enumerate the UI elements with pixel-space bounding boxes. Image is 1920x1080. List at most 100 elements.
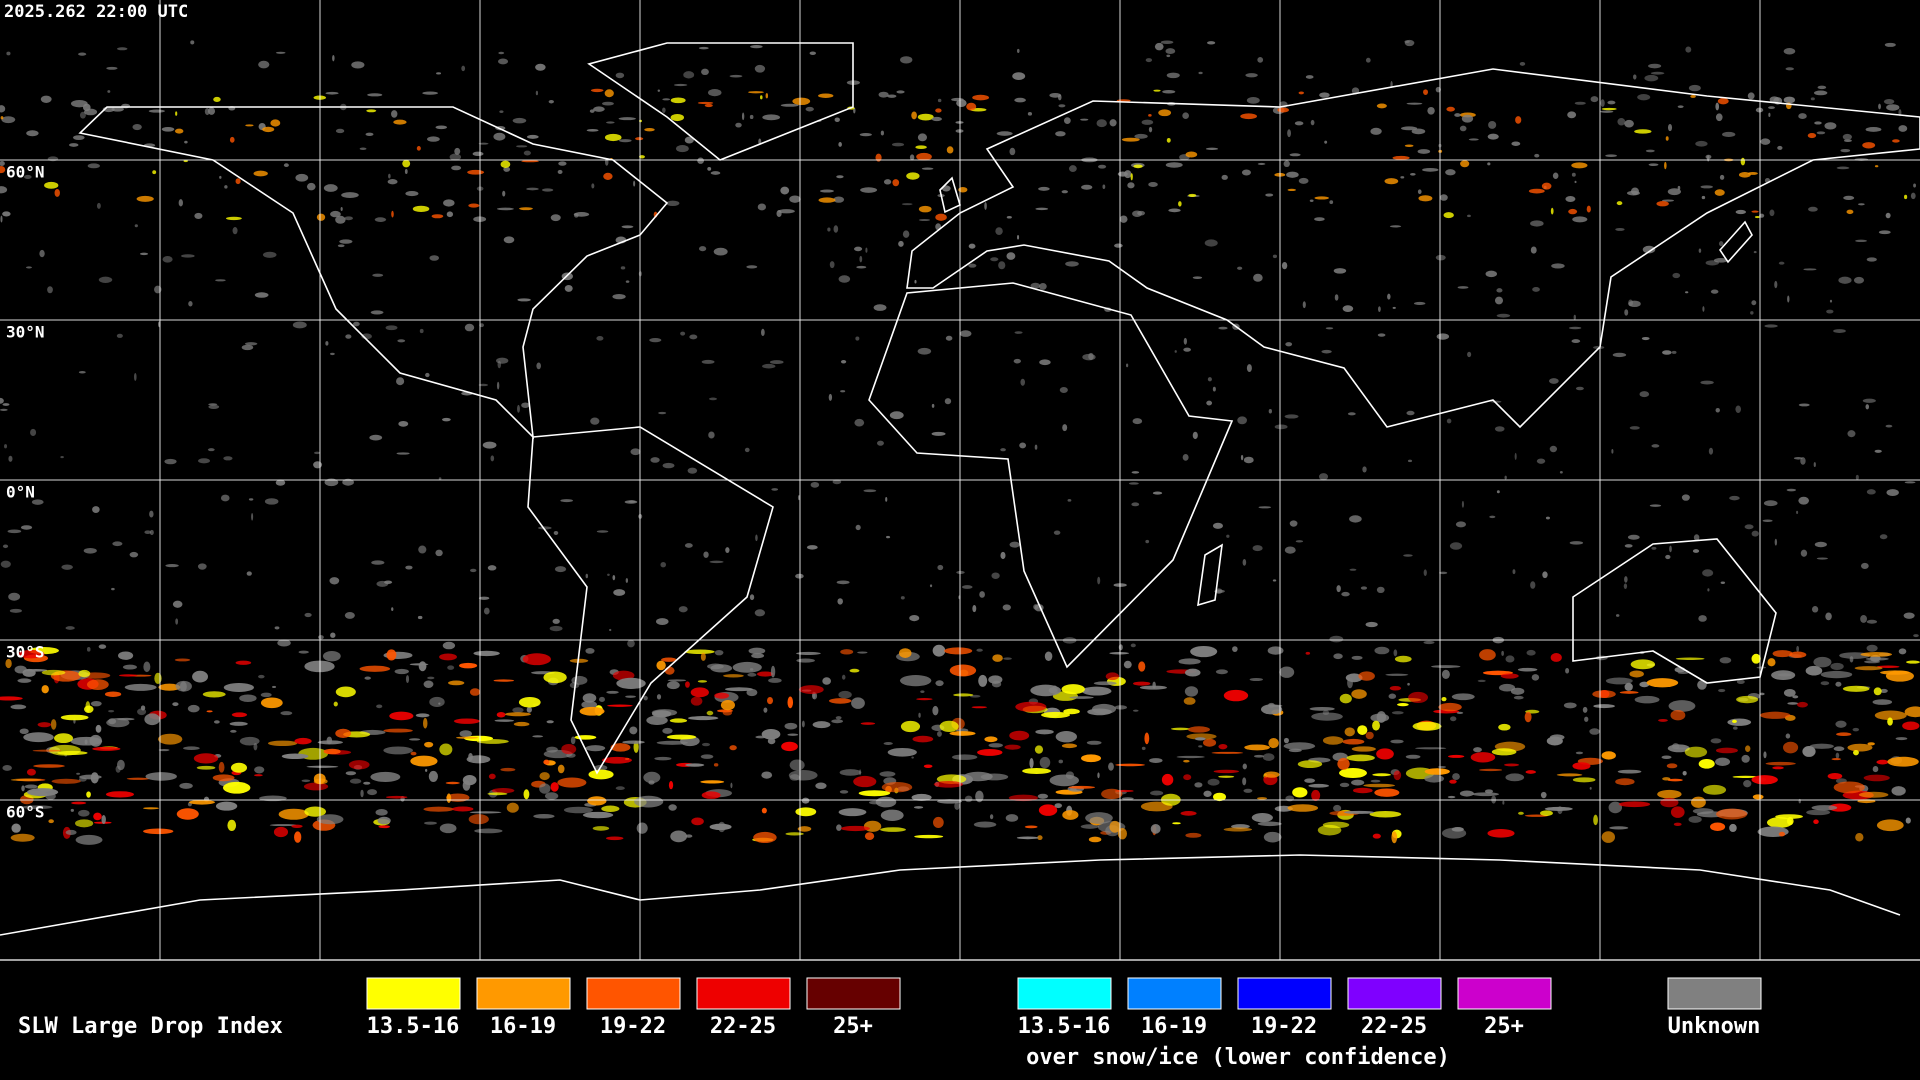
cloud-speck <box>306 765 339 768</box>
cloud-speck <box>603 172 613 180</box>
cloud-speck <box>1568 326 1582 330</box>
cloud-speck <box>761 728 781 740</box>
cloud-speck <box>1415 747 1447 750</box>
cloud-speck <box>349 778 362 784</box>
cloud-speck <box>154 672 162 685</box>
cloud-speck <box>1370 127 1382 135</box>
cloud-speck <box>325 341 329 346</box>
cloud-speck <box>1741 754 1750 763</box>
cloud-speck <box>1272 254 1278 259</box>
cloud-speck <box>1372 720 1380 731</box>
cloud-speck <box>521 160 539 163</box>
cloud-speck <box>175 111 178 116</box>
cloud-speck <box>1666 763 1678 769</box>
cloud-speck <box>1473 747 1482 753</box>
cloud-speck <box>1735 405 1742 413</box>
cloud-speck <box>1058 104 1066 108</box>
cloud-speck <box>23 732 54 743</box>
cloud-speck <box>1003 657 1012 660</box>
cloud-speck <box>1049 774 1080 787</box>
cloud-speck <box>1329 635 1344 643</box>
cloud-speck <box>85 701 91 713</box>
cloud-speck <box>1745 745 1751 752</box>
cloud-speck <box>630 448 641 456</box>
cloud-speck <box>1842 133 1852 141</box>
cloud-speck <box>1504 763 1520 767</box>
cloud-speck <box>664 666 675 675</box>
cloud-speck <box>1487 162 1491 166</box>
cloud-speck <box>500 767 516 772</box>
cloud-speck <box>1376 748 1394 760</box>
cloud-speck <box>1376 711 1387 723</box>
cloud-speck <box>798 685 824 694</box>
cloud-speck <box>246 571 252 576</box>
cloud-speck <box>932 705 939 716</box>
cloud-speck <box>391 110 398 118</box>
cloud-speck <box>1550 207 1554 215</box>
cloud-speck <box>116 333 123 338</box>
cloud-speck <box>1534 153 1540 158</box>
cloud-speck <box>1835 720 1847 728</box>
cloud-speck <box>1719 174 1725 180</box>
cloud-speck <box>592 826 610 831</box>
cloud-speck <box>561 744 577 755</box>
cloud-speck <box>1153 89 1161 92</box>
cloud-speck <box>1574 180 1577 184</box>
cloud-speck <box>1530 581 1536 589</box>
cloud-speck <box>972 94 990 101</box>
cloud-speck <box>89 734 102 747</box>
cloud-speck <box>1284 414 1299 419</box>
legend-swatch <box>1457 977 1552 1010</box>
cloud-speck <box>921 167 934 170</box>
cloud-speck <box>747 672 757 677</box>
cloud-speck <box>698 46 709 50</box>
cloud-speck <box>1098 164 1107 169</box>
cloud-speck <box>992 654 1003 662</box>
cloud-speck <box>877 440 884 446</box>
cloud-speck <box>1798 798 1801 804</box>
cloud-speck <box>341 192 359 198</box>
cloud-speck <box>612 575 616 581</box>
cloud-speck <box>254 774 263 777</box>
cloud-speck <box>683 71 695 79</box>
cloud-speck <box>258 60 270 69</box>
cloud-speck <box>1575 386 1584 391</box>
cloud-speck <box>880 809 904 821</box>
cloud-speck <box>419 328 424 334</box>
cloud-speck <box>698 246 707 252</box>
cloud-speck <box>47 286 53 294</box>
cloud-speck <box>1713 258 1728 263</box>
cloud-speck <box>1404 144 1414 147</box>
cloud-speck <box>918 218 931 222</box>
cloud-speck <box>1203 738 1217 747</box>
cloud-speck <box>145 772 177 781</box>
cloud-speck <box>585 573 589 579</box>
cloud-speck <box>65 829 77 835</box>
cloud-speck <box>340 206 343 212</box>
cloud-speck <box>1785 67 1794 71</box>
cloud-speck <box>468 203 480 208</box>
cloud-speck <box>1648 163 1659 167</box>
cloud-speck <box>104 691 122 697</box>
cloud-speck <box>1390 739 1404 744</box>
cloud-speck <box>1789 651 1807 658</box>
cloud-speck <box>1880 670 1910 675</box>
cloud-speck <box>1446 106 1455 112</box>
cloud-speck <box>446 793 452 803</box>
cloud-speck <box>517 404 520 413</box>
cloud-speck <box>933 816 944 829</box>
cloud-speck <box>512 117 527 124</box>
cloud-speck <box>818 93 834 98</box>
cloud-speck <box>459 662 478 669</box>
cloud-speck <box>951 97 964 102</box>
cloud-speck <box>571 675 588 685</box>
cloud-speck <box>61 564 73 570</box>
cloud-speck <box>1634 695 1660 704</box>
cloud-speck <box>1608 801 1623 814</box>
cloud-speck <box>1260 704 1283 715</box>
cloud-speck <box>1360 586 1368 590</box>
cloud-speck <box>1526 649 1536 656</box>
cloud-speck <box>729 745 737 751</box>
cloud-speck <box>454 147 461 155</box>
cloud-speck <box>1351 655 1363 660</box>
